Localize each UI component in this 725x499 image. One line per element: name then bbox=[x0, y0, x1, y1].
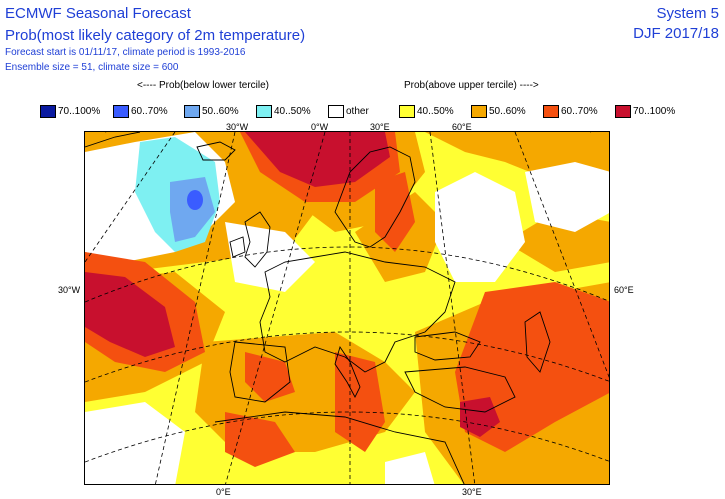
legend-item: 70..100% bbox=[40, 103, 100, 119]
legend-swatch bbox=[113, 104, 129, 118]
legend-item: 50..60% bbox=[184, 103, 239, 119]
season-label: DJF 2017/18 bbox=[633, 25, 719, 42]
lon-label: 0°E bbox=[216, 487, 231, 497]
legend-item: other bbox=[328, 103, 369, 119]
ensemble-info: Ensemble size = 51, climate size = 600 bbox=[5, 62, 179, 73]
legend-swatch bbox=[328, 104, 344, 118]
legend-label: 70..100% bbox=[633, 105, 676, 117]
legend-label: 70..100% bbox=[58, 105, 101, 117]
legend-item: 50..60% bbox=[471, 103, 526, 119]
legend-above-title: Prob(above upper tercile) ----> bbox=[404, 80, 539, 91]
legend-label: 60..70% bbox=[561, 105, 598, 117]
legend-item: 60..70% bbox=[543, 103, 598, 119]
lon-label: 60°E bbox=[614, 285, 634, 295]
legend-label: 60..70% bbox=[131, 105, 168, 117]
lightblue-region bbox=[170, 177, 215, 242]
legend-item: 60..70% bbox=[113, 103, 168, 119]
probability-map bbox=[84, 131, 610, 485]
legend-swatch bbox=[471, 104, 487, 118]
legend-label: 50..60% bbox=[489, 105, 526, 117]
lon-label: 30°E bbox=[462, 487, 482, 497]
lon-label: 60°E bbox=[452, 122, 472, 132]
lon-label: 0°W bbox=[311, 122, 329, 132]
legend-swatch bbox=[543, 104, 559, 118]
legend-item: 70..100% bbox=[615, 103, 675, 119]
legend-label: other bbox=[346, 105, 369, 117]
graticule bbox=[85, 132, 609, 484]
forecast-info: Forecast start is 01/11/17, climate peri… bbox=[5, 47, 246, 58]
map-canvas bbox=[85, 132, 609, 484]
legend-item: 40..50% bbox=[399, 103, 454, 119]
legend-swatch bbox=[40, 104, 56, 118]
legend-swatch bbox=[184, 104, 200, 118]
legend-below-title: <---- Prob(below lower tercile) bbox=[137, 80, 269, 91]
chart-title: ECMWF Seasonal Forecast bbox=[5, 5, 191, 22]
legend-swatch bbox=[615, 104, 631, 118]
legend-swatch bbox=[399, 104, 415, 118]
coastline bbox=[85, 132, 551, 484]
legend-label: 40..50% bbox=[274, 105, 311, 117]
legend-item: 40..50% bbox=[256, 103, 311, 119]
legend-label: 50..60% bbox=[202, 105, 239, 117]
legend-swatch bbox=[256, 104, 272, 118]
lon-label: 30°W bbox=[58, 285, 81, 295]
blue-region bbox=[187, 190, 203, 210]
chart-subtitle: Prob(most likely category of 2m temperat… bbox=[5, 27, 306, 44]
legend-label: 40..50% bbox=[417, 105, 454, 117]
system-label: System 5 bbox=[656, 5, 719, 22]
lon-label: 30°W bbox=[226, 122, 249, 132]
lon-label: 30°E bbox=[370, 122, 390, 132]
